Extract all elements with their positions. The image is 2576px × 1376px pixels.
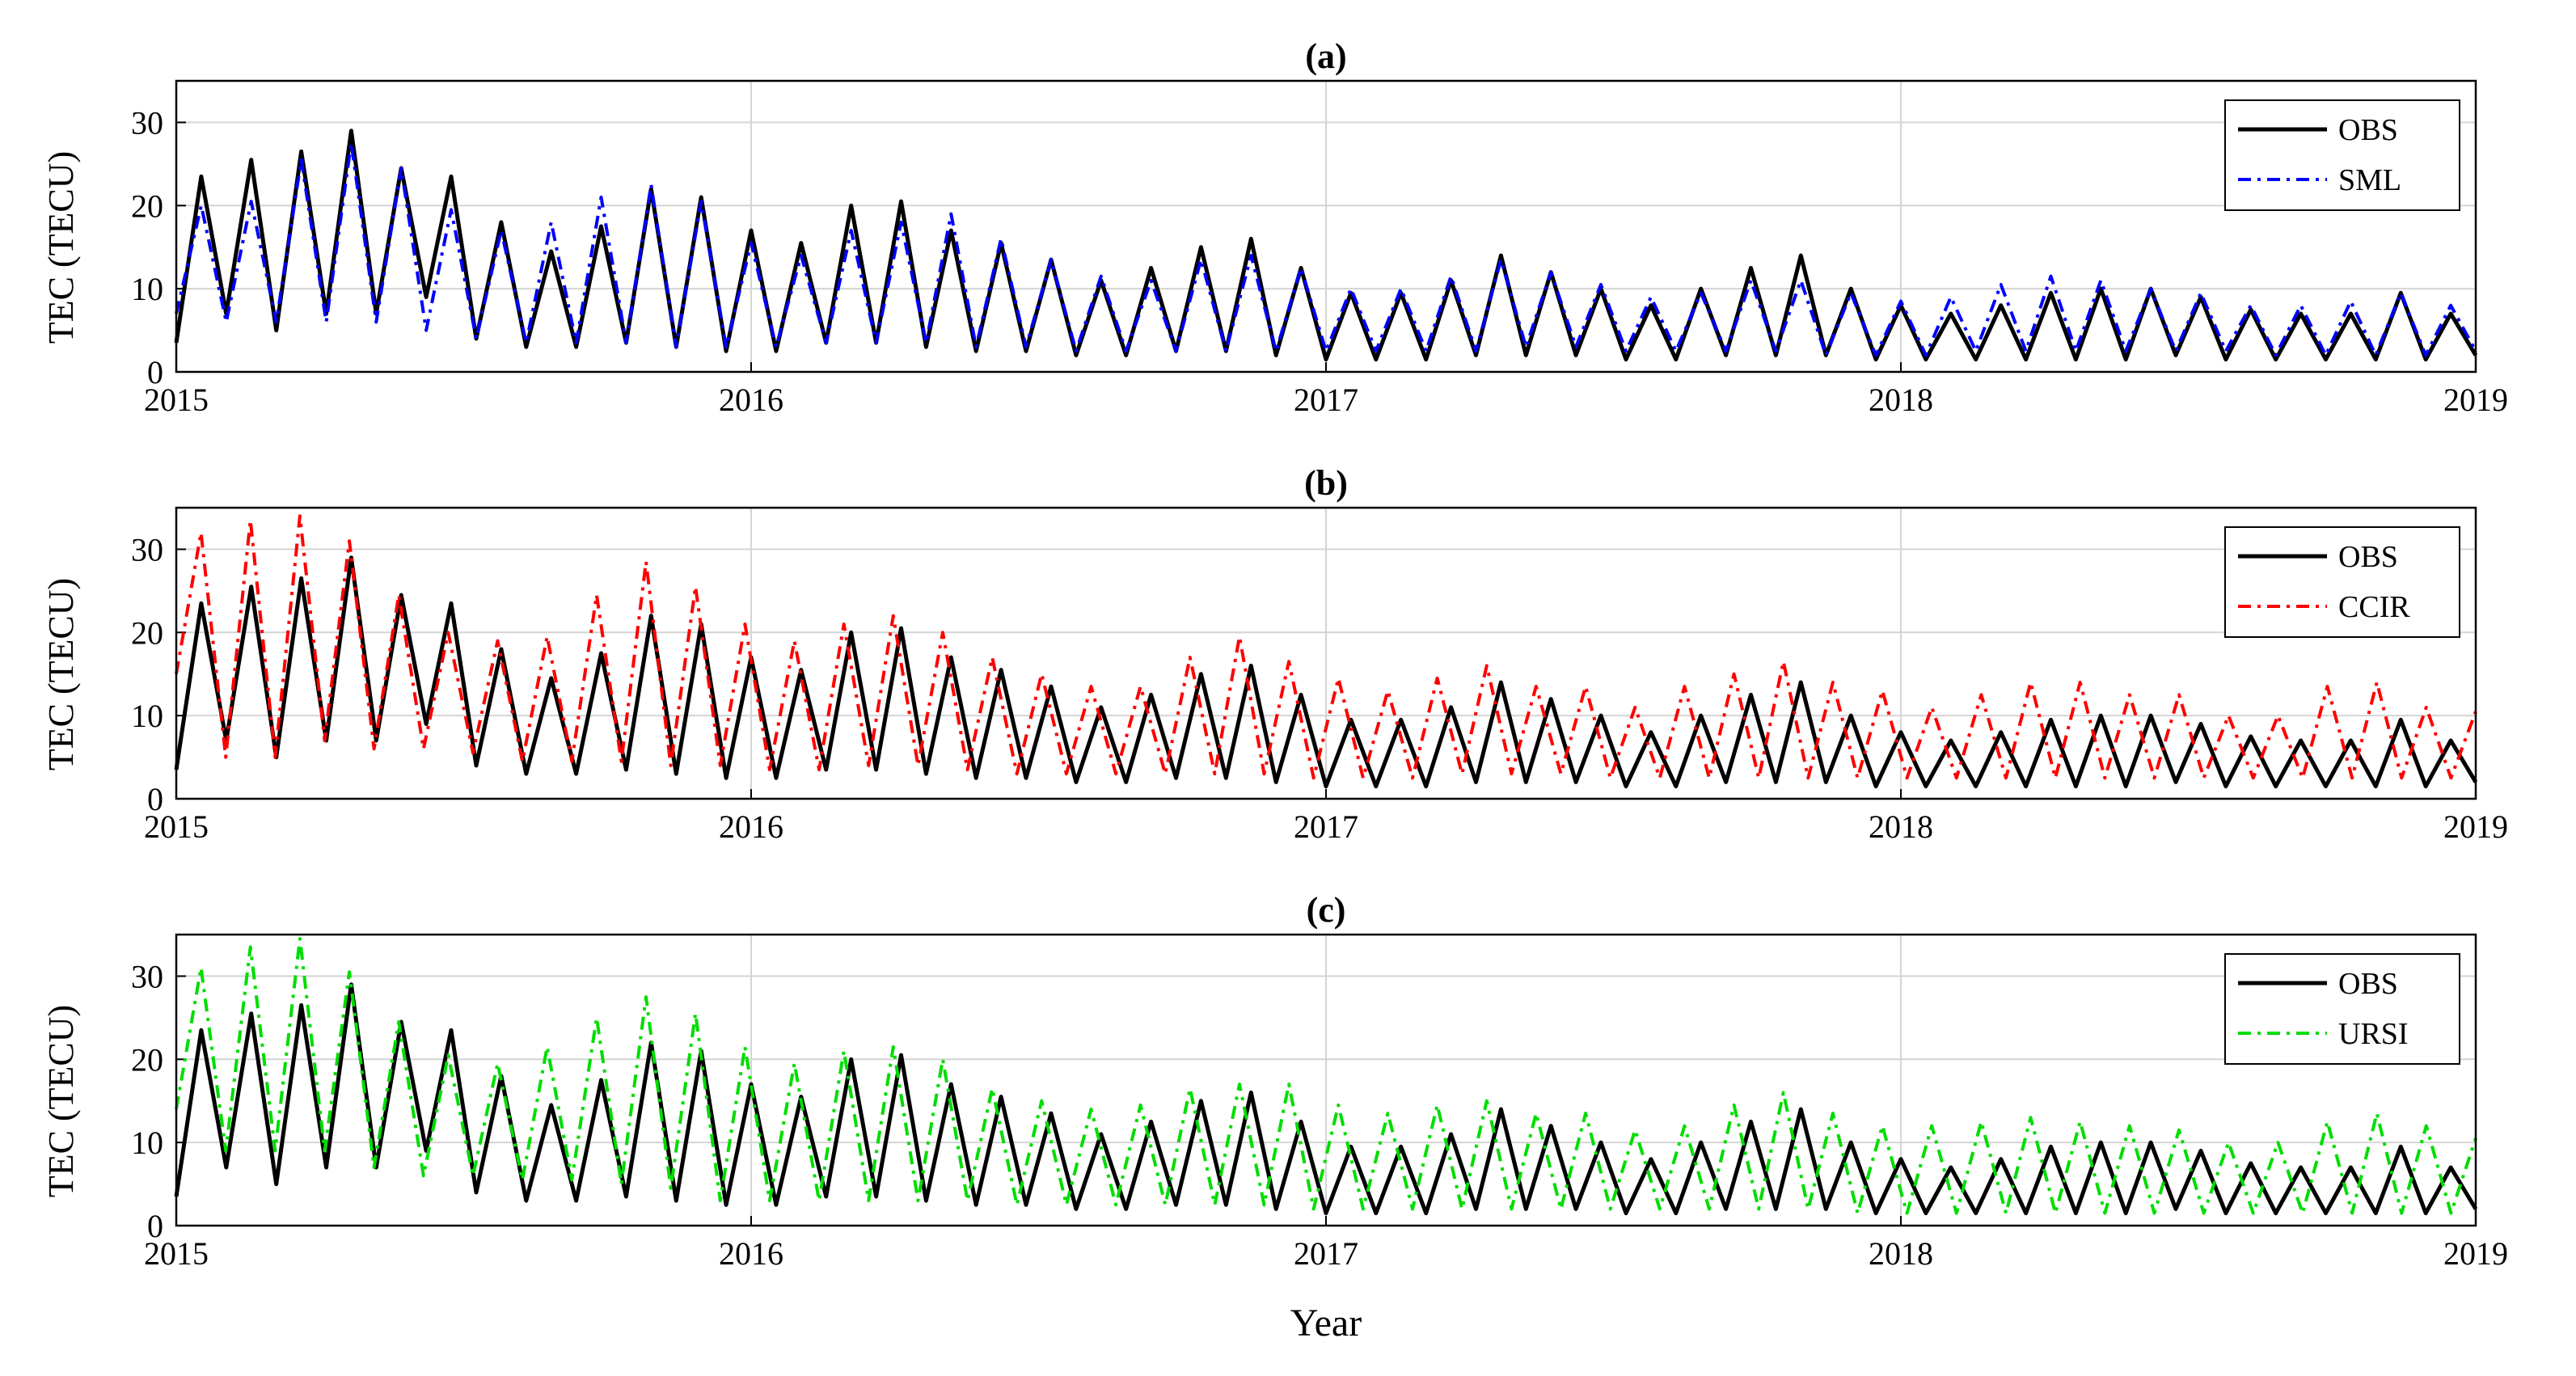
panel-b-series-ccir-line [175,514,2477,780]
panel-c-xtick-label-2015: 2015 [144,1235,209,1272]
panel-c-ylabel: TEC (TECU) [41,1005,81,1197]
panel-c-ytick-label-0: 0 [147,1208,163,1244]
panel-c-xtick-label-2016: 2016 [719,1235,783,1272]
panel-a-series-obs-line [174,129,2478,362]
panel-b-ytick-label-0: 0 [147,781,163,817]
panel-c-legend-label-ursi: URSI [2338,1017,2409,1051]
panel-c-xtick-label-2019: 2019 [2443,1235,2508,1272]
panel-b-ytick-label-30: 30 [131,531,163,568]
panel-a-ytick-label-20: 20 [131,188,163,224]
panel-a-ytick-label-30: 30 [131,104,163,141]
panel-a-xtick-label-2019: 2019 [2443,382,2508,418]
panel-c: (c) TEC (TECU) 2015 2016 2017 2018 2019 0 10 20… [41,890,2508,1272]
panel-b: (b) TEC (TECU) 2015 2016 2017 2018 2019 0 10 20… [41,463,2508,845]
panel-c-legend [2224,953,2460,1065]
panel-c-ytick-label-20: 20 [131,1041,163,1078]
panel-a-xtick-label-2018: 2018 [1869,382,1933,418]
panel-b-xtick-label-2017: 2017 [1294,808,1358,845]
panel-a-xtick-label-2017: 2017 [1294,382,1358,418]
panel-b-xtick-label-2019: 2019 [2443,808,2508,845]
panel-b-series-obs-line [174,555,2478,789]
panel-a-ytick-label-10: 10 [131,271,163,307]
panel-a-axes [175,79,2477,374]
panel-b-legend-label-obs: OBS [2338,540,2398,574]
panel-b-axes [175,506,2477,800]
panel-a-ytick-label-0: 0 [147,354,163,390]
panel-b-xtick-label-2016: 2016 [719,808,783,845]
panel-b-legend-label-ccir: CCIR [2338,590,2410,624]
x-axis-label: Year [1290,1302,1362,1344]
panel-b-ytick-label-10: 10 [131,698,163,734]
panel-a-xtick-label-2015: 2015 [144,382,209,418]
panel-b-xtick-label-2015: 2015 [144,808,209,845]
panel-c-ytick-label-10: 10 [131,1125,163,1161]
panel-b-legend [2224,526,2460,638]
panel-c-axes [175,933,2477,1227]
panel-a: (a) TEC (TECU) 2015 2016 2017 2018 2019 0 10 20… [41,36,2508,418]
panel-a-legend-label-obs: OBS [2338,113,2398,147]
panel-a-series-sml-line [175,141,2477,357]
panel-a-xtick-label-2016: 2016 [719,382,783,418]
panel-a-title: (a) [1305,36,1346,76]
panel-b-xtick-label-2018: 2018 [1869,808,1933,845]
panel-c-ytick-label-30: 30 [131,958,163,994]
panel-b-ylabel: TEC (TECU) [41,578,81,770]
panel-a-legend [2224,99,2460,211]
panel-a-legend-label-sml: SML [2338,163,2401,197]
panel-c-xtick-label-2017: 2017 [1294,1235,1358,1272]
panel-b-title: (b) [1304,463,1348,503]
panel-c-title: (c) [1307,890,1346,930]
panel-c-xtick-label-2018: 2018 [1869,1235,1933,1272]
panel-c-legend-label-obs: OBS [2338,967,2398,1001]
panel-b-ytick-label-20: 20 [131,614,163,651]
panel-a-ylabel: TEC (TECU) [41,151,81,344]
